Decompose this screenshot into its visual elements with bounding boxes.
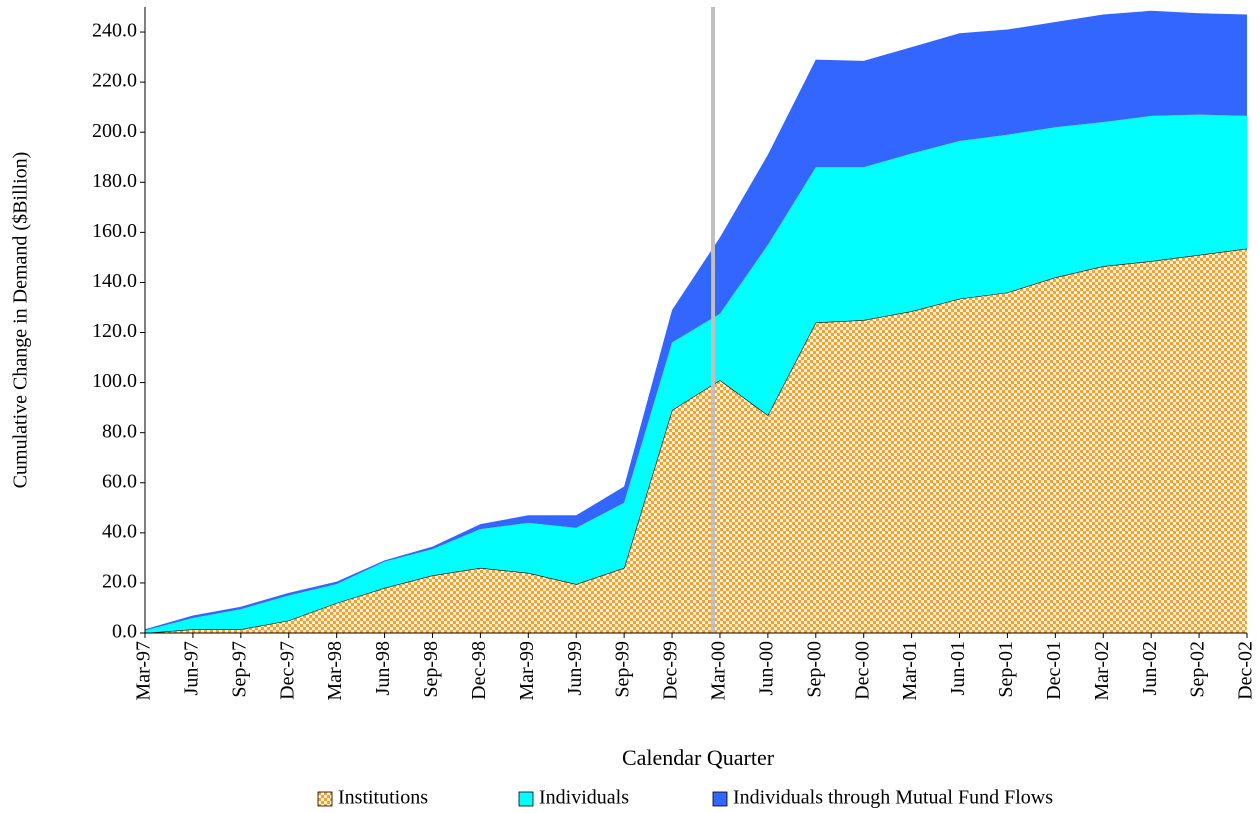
x-tick-label: Jun-99 <box>564 641 586 695</box>
y-tick-label: 200.0 <box>92 120 137 142</box>
x-tick-label: Sep-97 <box>228 641 250 698</box>
y-tick-label: 220.0 <box>92 70 137 92</box>
x-tick-label: Mar-00 <box>708 641 730 701</box>
legend-label: Individuals <box>539 787 629 809</box>
x-tick-label: Dec-98 <box>468 641 490 700</box>
x-axis-title: Calendar Quarter <box>622 745 775 770</box>
legend-swatch <box>712 791 728 807</box>
y-tick-label: 60.0 <box>102 470 137 492</box>
x-tick-label: Mar-99 <box>516 641 538 701</box>
legend-swatch <box>317 791 333 807</box>
y-tick-label: 100.0 <box>92 370 137 392</box>
y-tick-label: 120.0 <box>92 320 137 342</box>
x-tick-label: Jun-97 <box>181 641 203 695</box>
area <box>145 248 1247 634</box>
x-tick-label: Sep-00 <box>803 641 825 698</box>
y-tick-label: 20.0 <box>102 571 137 593</box>
legend-swatch <box>518 791 534 807</box>
x-tick-label: Mar-02 <box>1091 641 1113 701</box>
y-tick-label: 80.0 <box>102 420 137 442</box>
x-tick-label: Dec-97 <box>276 641 298 700</box>
area <box>145 114 1247 633</box>
y-tick-label: 40.0 <box>102 520 137 542</box>
y-tick-label: 240.0 <box>92 20 137 42</box>
y-tick-label: 0.0 <box>112 621 137 643</box>
x-tick-label: Jun-98 <box>372 641 394 695</box>
x-tick-label: Mar-98 <box>324 641 346 701</box>
x-tick-label: Sep-02 <box>1187 641 1209 698</box>
x-tick-label: Jun-01 <box>947 641 969 695</box>
y-tick-label: 160.0 <box>92 220 137 242</box>
y-tick-label: 180.0 <box>92 170 137 192</box>
area <box>145 10 1247 631</box>
x-tick-label: Jun-00 <box>755 641 777 695</box>
x-tick-label: Jun-02 <box>1139 641 1161 695</box>
x-tick-label: Dec-02 <box>1235 641 1257 700</box>
x-tick-label: Mar-97 <box>133 641 155 701</box>
legend-label: Institutions <box>338 787 428 809</box>
x-tick-label: Sep-98 <box>420 641 442 698</box>
x-tick-label: Dec-99 <box>660 641 682 700</box>
x-tick-label: Sep-01 <box>995 641 1017 698</box>
legend-label: Individuals through Mutual Fund Flows <box>733 787 1053 809</box>
y-tick-label: 140.0 <box>92 270 137 292</box>
x-tick-label: Mar-01 <box>899 641 921 701</box>
x-tick-label: Dec-01 <box>1043 641 1065 700</box>
x-tick-label: Sep-99 <box>612 641 634 698</box>
x-tick-label: Dec-00 <box>851 641 873 700</box>
y-axis-title: Cumulative Change in Demand ($Billion) <box>10 152 32 489</box>
